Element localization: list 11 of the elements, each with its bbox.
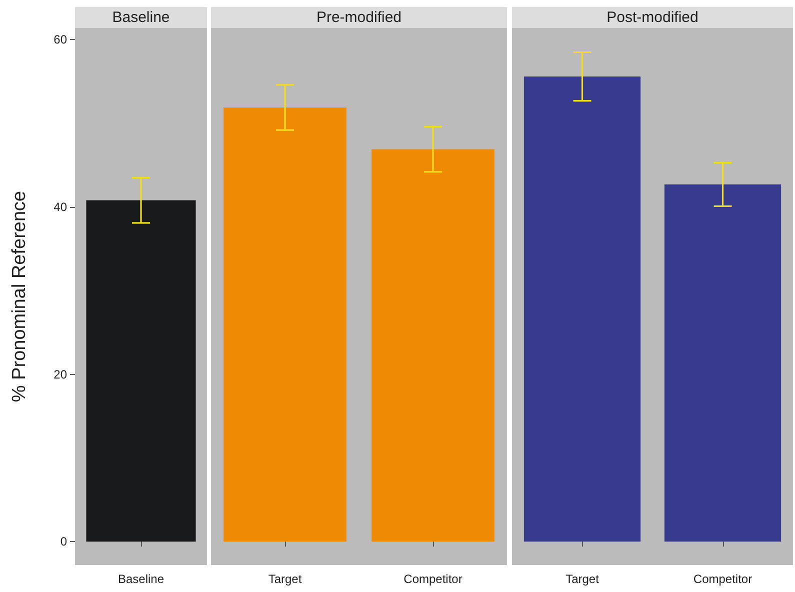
chart-title: Post-modified — [512, 7, 793, 28]
chart-title: Pre-modified — [211, 7, 507, 28]
y-tick-label: 0 — [60, 534, 68, 549]
y-tick-label: 40 — [54, 200, 68, 214]
x-tick-label: Target — [566, 572, 600, 586]
y-tick-label: 20 — [54, 367, 68, 382]
x-tick-label: Competitor — [404, 572, 462, 586]
y-tick-label: 60 — [54, 32, 68, 47]
x-tick-label: Competitor — [693, 572, 752, 586]
y-axis-title: % Pronominal Reference — [9, 190, 30, 402]
x-tick-label: Target — [268, 572, 302, 586]
